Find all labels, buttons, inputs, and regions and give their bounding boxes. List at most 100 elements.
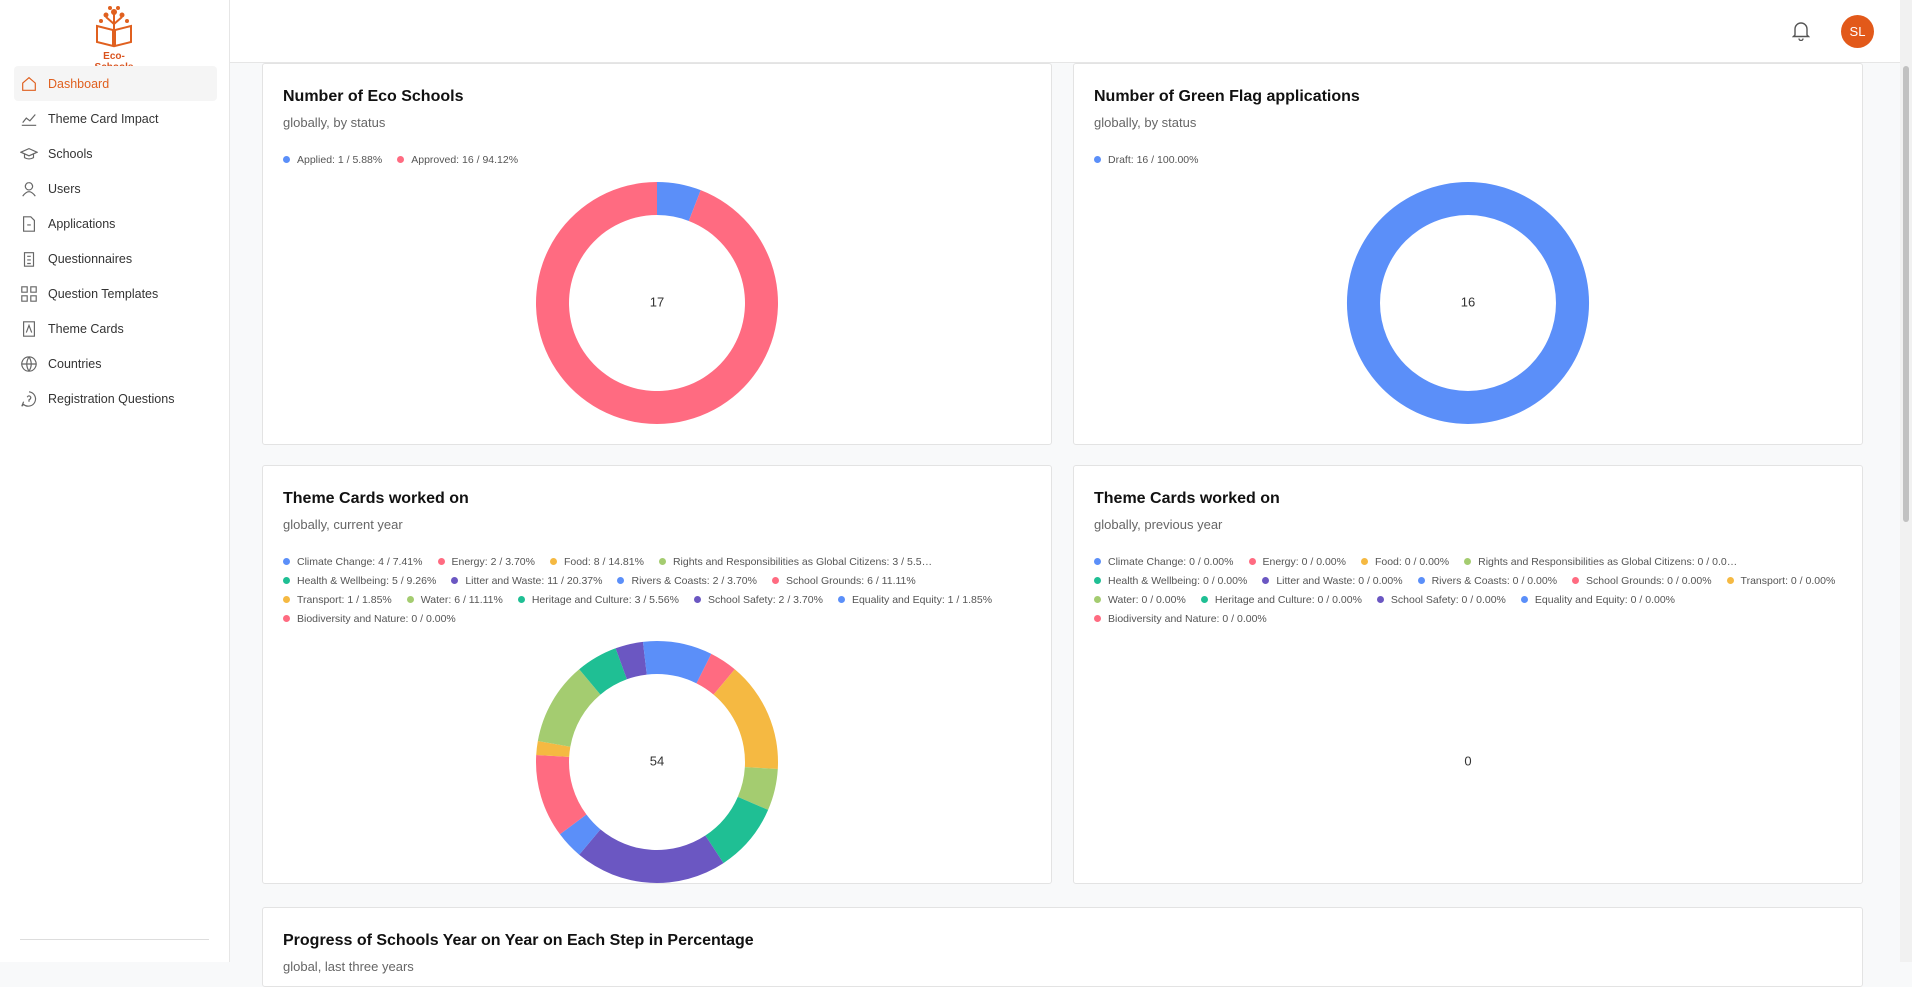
legend-item[interactable]: Rivers & Coasts: 2 / 3.70% [617, 574, 757, 587]
legend-dot [693, 596, 701, 603]
legend-item[interactable]: School Safety: 0 / 0.00% [1376, 593, 1506, 606]
nav-item[interactable]: Schools [14, 136, 217, 171]
nav-item[interactable]: Questionnaires [14, 241, 217, 276]
legend-label: Transport: 0 / 0.00% [1740, 574, 1836, 587]
nav-label: Schools [48, 146, 93, 161]
legend-item[interactable]: Biodiversity and Nature: 0 / 0.00% [1094, 612, 1267, 625]
chart-card: Theme Cards worked on globally, previous … [1073, 465, 1863, 884]
legend-item[interactable]: Climate Change: 0 / 0.00% [1094, 555, 1234, 568]
nav-item[interactable]: Theme Cards [14, 311, 217, 346]
donut-chart: 54 [536, 641, 778, 883]
donut-total: 54 [650, 753, 664, 768]
card-title: Theme Cards worked on [283, 490, 469, 507]
legend-label: Rights and Responsibilities as Global Ci… [1478, 555, 1738, 568]
legend-label: Transport: 1 / 1.85% [297, 593, 392, 606]
legend-dot [283, 596, 290, 603]
legend: Climate Change: 0 / 0.00% Energy: 0 / 0.0… [1094, 555, 1854, 625]
legend-item[interactable]: Food: 0 / 0.00% [1360, 555, 1449, 568]
icon-shape [23, 320, 35, 337]
legend-item[interactable]: Litter and Waste: 11 / 20.37% [451, 574, 602, 587]
legend-item[interactable]: Heritage and Culture: 3 / 5.56% [517, 593, 679, 606]
legend-item[interactable]: Climate Change: 4 / 7.41% [283, 555, 423, 568]
legend-item[interactable]: Rivers & Coasts: 0 / 0.00% [1417, 574, 1557, 587]
legend-label: Draft: 16 / 100.00% [1108, 153, 1199, 166]
scroll-thumb[interactable] [1903, 66, 1909, 522]
legend-item[interactable]: School Grounds: 6 / 11.11% [771, 574, 916, 587]
legend-label: Litter and Waste: 11 / 20.37% [465, 574, 603, 587]
legend-dot [397, 156, 405, 163]
nav-icon [21, 285, 37, 302]
donut-segment [579, 829, 724, 883]
legend-label: School Safety: 0 / 0.00% [1390, 593, 1506, 606]
icon-shape [20, 147, 38, 160]
nav-item[interactable]: Registration Questions [14, 381, 217, 416]
legend-item[interactable]: Equality and Equity: 1 / 1.85% [837, 593, 993, 606]
legend-item[interactable]: Health & Wellbeing: 0 / 0.00% [1094, 574, 1247, 587]
legend-dot [517, 596, 525, 603]
donut-segment [713, 669, 778, 770]
nav-item[interactable]: Dashboard [14, 66, 217, 101]
legend-item[interactable]: Biodiversity and Nature: 0 / 0.00% [283, 612, 456, 625]
legend-label: Climate Change: 4 / 7.41% [297, 555, 423, 568]
legend: Climate Change: 4 / 7.41% Energy: 2 / 3.7… [283, 555, 1043, 625]
legend-item[interactable]: Energy: 2 / 3.70% [437, 555, 535, 568]
legend-item[interactable]: Rights and Responsibilities as Global Ci… [658, 555, 932, 568]
legend-item[interactable]: Water: 6 / 11.11% [406, 593, 503, 606]
legend-item[interactable]: Rights and Responsibilities as Global Ci… [1464, 555, 1737, 568]
card-title: Theme Cards worked on [1094, 490, 1280, 507]
legend-item[interactable]: Health & Wellbeing: 5 / 9.26% [283, 574, 436, 587]
legend-item[interactable]: Litter and Waste: 0 / 0.00% [1262, 574, 1403, 587]
card-subtitle: globally, current year [283, 517, 403, 532]
donut-segment [579, 648, 627, 695]
icon-shape [23, 215, 35, 232]
legend-dot [771, 577, 779, 584]
card-title: Number of Green Flag applications [1094, 88, 1360, 105]
nav-item[interactable]: Users [14, 171, 217, 206]
legend-item[interactable]: Draft: 16 / 100.00% [1094, 153, 1198, 166]
legend-dot [1262, 577, 1270, 584]
donut-segment [559, 814, 601, 855]
nav-icon [21, 113, 37, 126]
legend-item[interactable]: Equality and Equity: 0 / 0.00% [1520, 593, 1675, 606]
legend-label: Energy: 2 / 3.70% [451, 555, 535, 568]
legend-item[interactable]: Approved: 16 / 94.12% [397, 153, 518, 166]
legend-item[interactable]: Transport: 0 / 0.00% [1726, 574, 1836, 587]
legend-dot [437, 558, 445, 565]
nav-item[interactable]: Question Templates [14, 276, 217, 311]
legend-item[interactable]: Transport: 1 / 1.85% [283, 593, 392, 606]
chart-card: Progress of Schools Year on Year on Each… [262, 907, 1863, 987]
nav-item[interactable]: Theme Card Impact [14, 101, 217, 136]
legend-label: Energy: 0 / 0.00% [1262, 555, 1346, 568]
nav: Dashboard Theme Card Impact Schools Users Ap… [14, 66, 217, 416]
legend: Applied: 1 / 5.88% Approved: 16 / 94.12% [283, 153, 1043, 166]
nav-icon [22, 181, 36, 197]
legend-item[interactable]: Energy: 0 / 0.00% [1248, 555, 1346, 568]
nav-icon [20, 147, 38, 160]
legend-item[interactable]: Water: 0 / 0.00% [1094, 593, 1186, 606]
legend-dot [1200, 596, 1208, 603]
nav-item[interactable]: Applications [14, 206, 217, 241]
legend-item[interactable]: School Safety: 2 / 3.70% [693, 593, 823, 606]
header: SL [230, 0, 1900, 63]
legend-label: Approved: 16 / 94.12% [411, 153, 519, 166]
logo[interactable]: Eco-Schools [84, 4, 144, 73]
legend-label: Rivers & Coasts: 2 / 3.70% [631, 574, 757, 587]
legend-dot [658, 558, 666, 565]
legend-label: Water: 6 / 11.11% [420, 593, 503, 606]
legend-label: Heritage and Culture: 0 / 0.00% [1214, 593, 1362, 606]
legend-item[interactable]: Applied: 1 / 5.88% [283, 153, 382, 166]
legend-dot [1360, 558, 1368, 565]
notifications[interactable] [1792, 21, 1810, 41]
scrollbar[interactable] [1900, 0, 1912, 962]
nav-item[interactable]: Countries [14, 346, 217, 381]
legend-item[interactable]: Heritage and Culture: 0 / 0.00% [1200, 593, 1362, 606]
legend-dot [1572, 577, 1580, 584]
legend-label: Equality and Equity: 1 / 1.85% [851, 593, 993, 606]
avatar[interactable]: SL [1841, 15, 1874, 48]
legend-dot [1094, 596, 1101, 603]
legend-label: Water: 0 / 0.00% [1108, 593, 1186, 606]
nav-icon [23, 320, 35, 337]
legend-item[interactable]: School Grounds: 0 / 0.00% [1572, 574, 1712, 587]
legend-item[interactable]: Food: 8 / 14.81% [549, 555, 644, 568]
